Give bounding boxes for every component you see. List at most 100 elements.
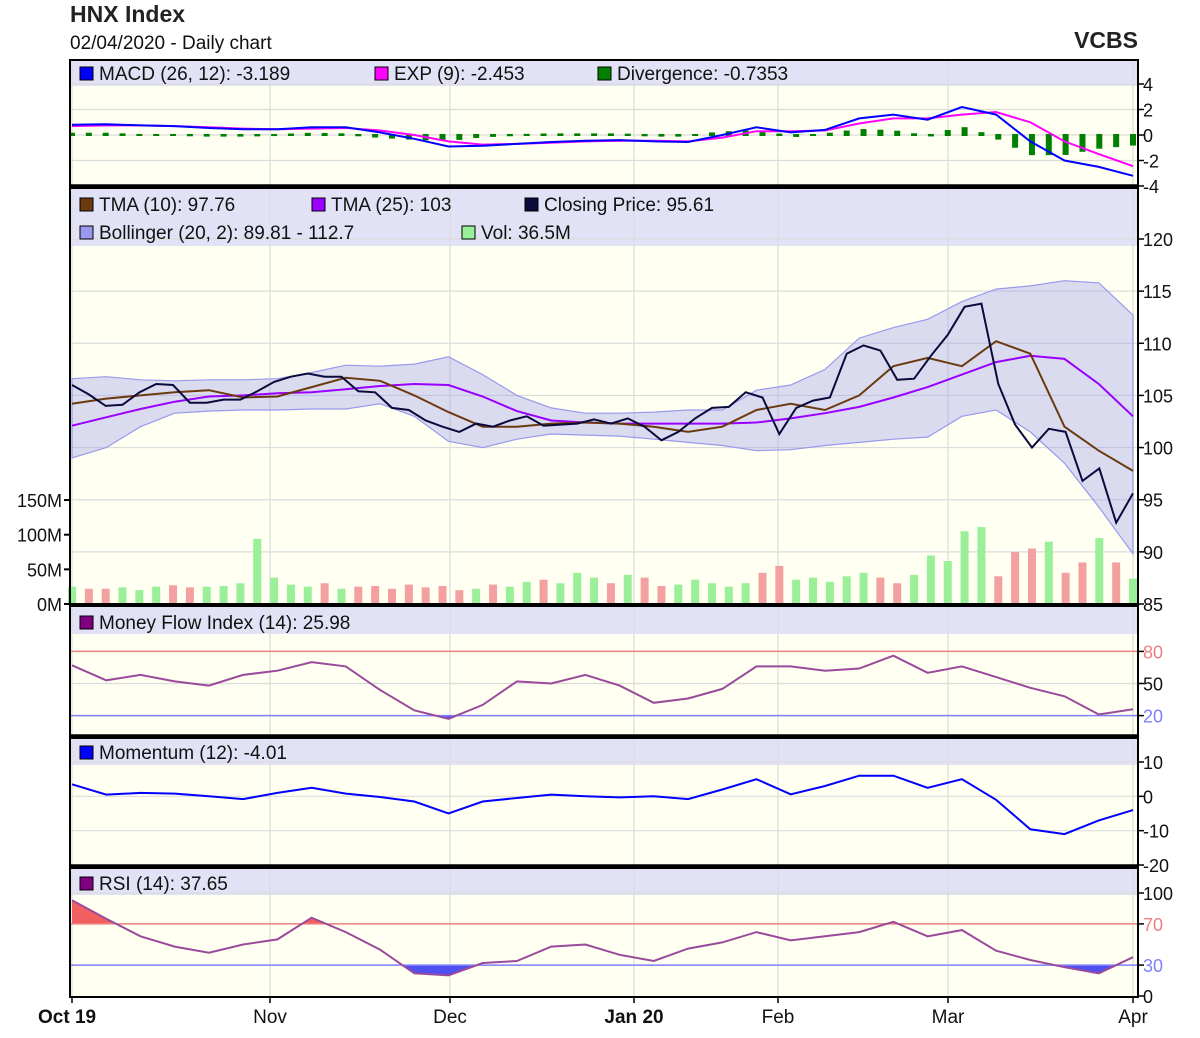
rsi-panel-frame [69, 867, 1139, 998]
volume-bar [472, 588, 481, 604]
volume-bar [926, 555, 935, 604]
price-legend-label: Vol: 36.5M [481, 223, 571, 244]
divergence-bar [85, 132, 92, 136]
volume-bar [792, 579, 801, 604]
volume-bar [623, 574, 632, 604]
volume-bar [236, 583, 245, 604]
volume-bar [1027, 548, 1036, 604]
x-axis-label: Nov [253, 1007, 287, 1028]
divergence-bar [540, 133, 547, 136]
mfi-legend-band [70, 606, 1138, 634]
volume-bar [118, 587, 127, 604]
legend-swatch [311, 197, 326, 212]
volume-bar [202, 586, 211, 604]
volume-bar [270, 577, 279, 604]
volume-bar [320, 583, 329, 604]
volume-bar [371, 585, 380, 604]
volume-bar [404, 584, 413, 604]
divergence-bar [1096, 134, 1103, 149]
price-y-tick-label: 110 [1143, 334, 1172, 354]
volume-bar [489, 584, 498, 604]
volume-bar [556, 583, 565, 604]
price-y-tick-label: 90 [1143, 543, 1163, 563]
volume-bar [724, 586, 733, 604]
volume-bar [674, 584, 683, 604]
volume-tick-label: 150M [17, 491, 62, 511]
divergence-bar [860, 129, 867, 136]
volume-bar [657, 585, 666, 604]
divergence-bar [170, 134, 177, 136]
volume-bar [1078, 562, 1087, 604]
chart-subtitle: 02/04/2020 - Daily chart [70, 33, 272, 54]
divergence-bar [388, 134, 395, 139]
divergence-bar [102, 132, 109, 136]
volume-bar [590, 577, 599, 604]
rsi-legend-band [70, 868, 1138, 895]
volume-bar [640, 577, 649, 604]
volume-bar [303, 586, 312, 604]
volume-bar [1095, 538, 1104, 604]
divergence-bar [1113, 134, 1120, 148]
volume-bar [943, 561, 952, 604]
volume-bar [775, 565, 784, 604]
volume-bar [505, 586, 514, 604]
volume-bar [960, 531, 969, 604]
volume-bar [337, 588, 346, 604]
volume-bar [1129, 578, 1137, 604]
volume-bar [68, 586, 76, 604]
divergence-bar [523, 133, 530, 136]
divergence-bar [826, 132, 833, 136]
divergence-bar [927, 134, 934, 137]
divergence-bar [153, 134, 160, 136]
divergence-bar [439, 134, 446, 141]
divergence-bar [304, 132, 311, 136]
brand-label: VCBS [1074, 27, 1138, 53]
macd-legend-label: MACD (26, 12): -3.189 [99, 64, 290, 85]
volume-bar [741, 583, 750, 604]
volume-bar [893, 583, 902, 604]
volume-bar [758, 572, 767, 604]
price-legend-label: TMA (25): 103 [331, 195, 451, 216]
legend-swatch [79, 66, 94, 81]
volume-bar [354, 586, 363, 604]
divergence-bar [624, 133, 631, 136]
divergence-bar [944, 130, 951, 136]
closing-price-line [71, 302, 1134, 526]
volume-bar [219, 585, 228, 604]
legend-swatch [374, 66, 389, 81]
momentum-legend-band [70, 738, 1138, 765]
momentum-line [71, 774, 1134, 836]
macd-legend-label: Divergence: -0.7353 [617, 64, 788, 85]
divergence-bar [355, 134, 362, 137]
mfi-legend-label: Money Flow Index (14): 25.98 [99, 613, 350, 634]
price-y-tick-label: 85 [1143, 595, 1163, 615]
volume-bar [876, 577, 885, 604]
volume-bar [169, 585, 178, 604]
momentum-y-tick-label: -10 [1143, 822, 1169, 842]
volume-tick-label: 0M [37, 595, 62, 615]
macd-y-tick-label: 4 [1143, 75, 1153, 95]
divergence-bar [961, 127, 968, 136]
legend-swatch [79, 197, 94, 212]
mfi-y-tick-label: 50 [1143, 675, 1163, 695]
volume-bar [84, 588, 93, 604]
divergence-bar [776, 133, 783, 136]
divergence-bar [321, 132, 328, 136]
mfi-y-tick-label: 20 [1143, 707, 1163, 727]
divergence-bar [658, 134, 665, 137]
volume-bar [101, 588, 110, 604]
volume-bar [1011, 552, 1020, 604]
divergence-bar [271, 134, 278, 137]
rsi-y-tick-label: 100 [1143, 884, 1173, 904]
price-y-tick-label: 105 [1143, 386, 1173, 406]
legend-swatch [461, 225, 476, 240]
price-y-tick-label: 120 [1143, 230, 1173, 250]
divergence-bar [1130, 134, 1136, 146]
rsi-y-tick-label: 30 [1143, 956, 1163, 976]
divergence-bar [557, 133, 564, 136]
macd-y-tick-label: 0 [1143, 126, 1153, 146]
legend-swatch [79, 225, 94, 240]
momentum-legend-label: Momentum (12): -4.01 [99, 743, 287, 764]
rsi-line [71, 899, 1134, 977]
